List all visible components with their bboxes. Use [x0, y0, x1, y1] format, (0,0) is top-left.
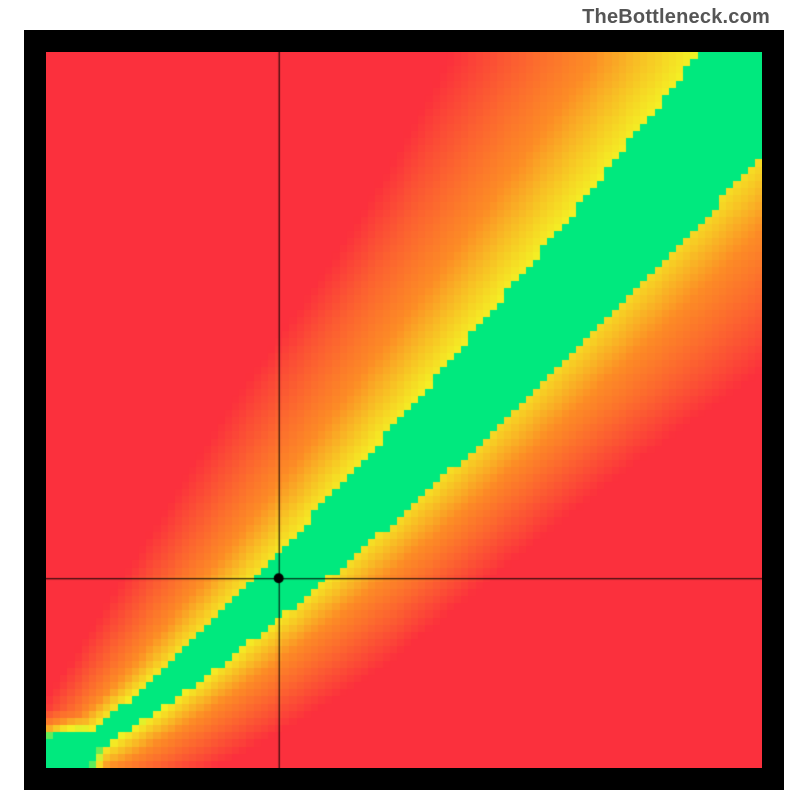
frame-border-top — [24, 30, 784, 52]
frame-border-bottom — [24, 768, 784, 790]
watermark-text: TheBottleneck.com — [582, 6, 770, 29]
heatmap-canvas — [46, 52, 762, 768]
frame-border-left — [24, 30, 46, 790]
frame-border-right — [762, 30, 784, 790]
chart-container: TheBottleneck.com — [0, 0, 800, 800]
